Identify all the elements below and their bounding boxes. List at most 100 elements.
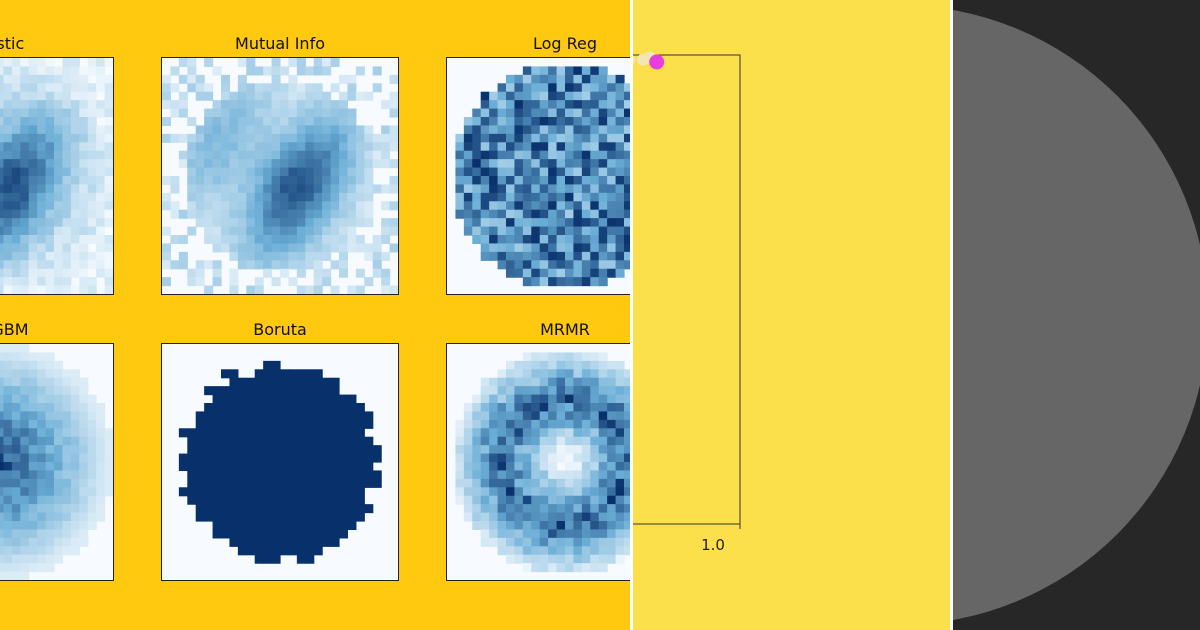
heatmap-cell [539, 377, 549, 387]
heatmap-cell [3, 521, 13, 531]
heatmap-cell [548, 352, 558, 362]
heatmap-cell [305, 478, 315, 488]
heatmap-cell [322, 445, 332, 455]
heatmap-cell [271, 529, 281, 539]
heatmap-cell [615, 419, 625, 429]
heatmap-cell [548, 462, 558, 472]
heatmap-cell [381, 150, 391, 160]
circle-panel [953, 0, 1200, 630]
heatmap-cell [531, 201, 541, 211]
heatmap-cell [522, 360, 532, 370]
heatmap-cell [455, 478, 465, 488]
heatmap-cell [28, 142, 38, 152]
heatmap-cell [0, 529, 5, 539]
heatmap-cell [364, 176, 374, 186]
heatmap-cell [70, 243, 80, 253]
heatmap-cell [20, 436, 30, 446]
heatmap-cell [389, 125, 398, 135]
heatmap-cell [615, 251, 625, 261]
heatmap-cell [313, 428, 323, 438]
heatmap-cell [28, 487, 38, 497]
heatmap-cell [615, 218, 625, 228]
heatmap-cell [313, 521, 323, 531]
heatmap-cell [162, 226, 172, 236]
heatmap-cell [330, 386, 340, 396]
heatmap-cell [62, 453, 72, 463]
heatmap-cell [20, 176, 30, 186]
heatmap-cell [280, 260, 290, 270]
heatmap-cell [62, 100, 72, 110]
heatmap-cell [624, 176, 630, 186]
heatmap-cell [381, 277, 391, 287]
heatmap-cell [615, 260, 625, 270]
heatmap-cell [0, 394, 5, 404]
heatmap-cell [539, 201, 549, 211]
heatmap-cell [28, 352, 38, 362]
heatmap-cell [531, 125, 541, 135]
heatmap-cell [556, 209, 566, 219]
heatmap-cell [548, 537, 558, 547]
heatmap-cell [590, 495, 600, 505]
heatmap-cell [322, 184, 332, 194]
heatmap-cell [45, 133, 55, 143]
heatmap-cell [455, 192, 465, 202]
heatmap-cell [355, 504, 365, 514]
heatmap-cell [87, 462, 97, 472]
heatmap-cell [37, 209, 47, 219]
heatmap-cell [204, 226, 214, 236]
heatmap-cell [347, 436, 357, 446]
heatmap-cell [96, 133, 106, 143]
heatmap-cell [204, 58, 214, 68]
heatmap-cell [20, 521, 30, 531]
heatmap-cell [271, 277, 281, 287]
heatmap-cell [590, 176, 600, 186]
heatmap-cell [455, 201, 465, 211]
heatmap-cell [37, 226, 47, 236]
heatmap-cell [607, 150, 617, 160]
heatmap-cell [229, 428, 239, 438]
heatmap-cell [581, 462, 591, 472]
heatmap-cell [514, 386, 524, 396]
heatmap-cell [212, 66, 222, 76]
heatmap-cell [70, 100, 80, 110]
heatmap-cell [3, 192, 13, 202]
heatmap-cell [472, 495, 482, 505]
heatmap-cell [347, 470, 357, 480]
heatmap-cell [506, 377, 516, 387]
heatmap-cell [96, 176, 106, 186]
heatmap-cell [229, 243, 239, 253]
heatmap-cell [45, 142, 55, 152]
heatmap-cell [87, 478, 97, 488]
heatmap-cell [79, 478, 89, 488]
heatmap-cell [87, 100, 97, 110]
heatmap-cell [263, 504, 273, 514]
heatmap-cell [539, 369, 549, 379]
heatmap-cell [212, 150, 222, 160]
heatmap-cell [280, 133, 290, 143]
heatmap-cell [624, 504, 630, 514]
heatmap-cell [322, 142, 332, 152]
heatmap-cell [455, 436, 465, 446]
heatmap-cell [296, 453, 306, 463]
heatmap-cell [96, 142, 106, 152]
heatmap-cell [531, 251, 541, 261]
heatmap-tile-5 [161, 343, 399, 581]
scatter-panel: 1.0 [633, 0, 950, 630]
heatmap-cell [204, 133, 214, 143]
heatmap-cell [522, 277, 532, 287]
heatmap-cell [254, 478, 264, 488]
heatmap-cell [280, 453, 290, 463]
heatmap-cell [20, 504, 30, 514]
heatmap-cell [221, 521, 231, 531]
heatmap-cell [221, 125, 231, 135]
heatmap-cell [506, 74, 516, 84]
heatmap-cell [87, 192, 97, 202]
heatmap-cell [381, 218, 391, 228]
heatmap-cell [20, 226, 30, 236]
heatmap-cell [497, 419, 507, 429]
divider-left [630, 0, 633, 630]
heatmap-cell [62, 260, 72, 270]
heatmap-cell [355, 150, 365, 160]
heatmap-cell [330, 453, 340, 463]
heatmap-cell [296, 201, 306, 211]
